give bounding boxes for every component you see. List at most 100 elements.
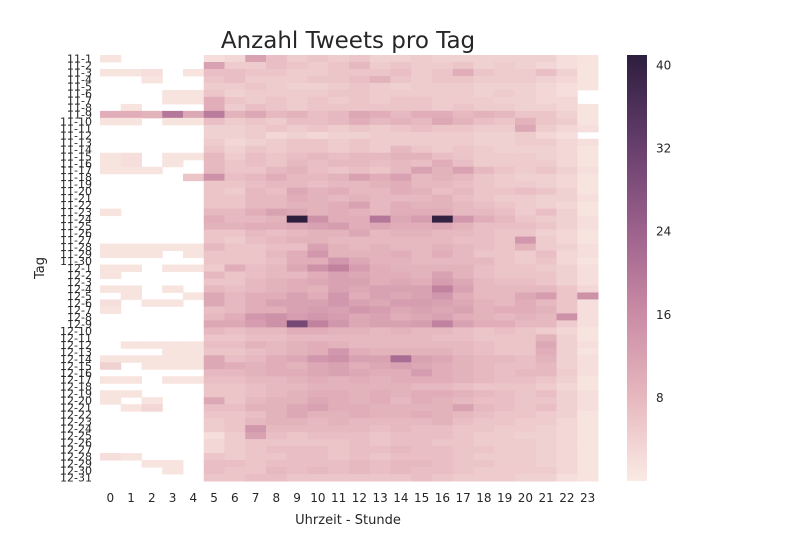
heatmap-cell [494,432,516,440]
heatmap-cell [535,453,557,461]
heatmap-cell [328,96,350,105]
heatmap-cell [224,82,246,91]
heatmap-cell [390,341,412,349]
heatmap-cell [266,348,288,356]
heatmap-cell [307,250,329,259]
heatmap-cell [307,187,329,196]
heatmap-cell [432,173,454,182]
heatmap-cell [452,271,474,279]
heatmap-cell [224,138,246,147]
heatmap-cell [494,264,516,272]
heatmap-cell [556,55,578,63]
heatmap-cell [432,292,454,300]
heatmap-cell [452,82,474,91]
heatmap-cell [286,390,308,398]
heatmap-cell [452,362,474,370]
heatmap-cell [369,278,391,286]
heatmap-cell [224,250,246,259]
heatmap-cell [286,271,308,279]
heatmap-cell [535,215,557,224]
heatmap-cell [432,271,454,279]
heatmap-cell [266,103,288,112]
heatmap-cell [432,320,454,328]
heatmap-cell [245,236,267,245]
heatmap-cell [100,355,122,363]
heatmap-cell [411,320,433,328]
heatmap-cell [203,250,225,259]
heatmap-cell [411,390,433,398]
heatmap-cell [245,215,267,224]
heatmap-cell [224,418,246,426]
heatmap-cell [203,390,225,398]
heatmap-cell [286,208,308,217]
heatmap-cell [535,103,557,112]
heatmap-cell [452,397,474,405]
heatmap-cell [390,432,412,440]
heatmap-cell [328,474,350,482]
heatmap-cell [515,453,537,461]
heatmap-cell [349,418,371,426]
heatmap-cell [203,369,225,377]
heatmap-cell [535,404,557,412]
heatmap-cell [245,327,267,335]
heatmap-cell [141,110,163,119]
heatmap-cell [328,397,350,405]
heatmap-cell [432,397,454,405]
heatmap-cell [473,110,495,119]
heatmap-cell [245,474,267,482]
heatmap-cell [286,187,308,196]
heatmap-cell [203,110,225,119]
heatmap-cell [203,404,225,412]
heatmap-cell [286,103,308,112]
heatmap-cell [224,131,246,140]
heatmap-cell [369,117,391,126]
heatmap-cell [452,55,474,63]
heatmap-cell [349,355,371,363]
heatmap-cell [452,292,474,300]
heatmap-cell [473,355,495,363]
heatmap-cell [100,376,122,384]
heatmap-cell [286,243,308,252]
heatmap-cell [328,68,350,77]
heatmap-cell [307,425,329,433]
heatmap-cell [203,61,225,70]
heatmap-cell [224,110,246,119]
heatmap-cell [452,124,474,133]
heatmap-cell [411,187,433,196]
heatmap-cell [203,222,225,231]
heatmap-cell [141,341,163,349]
heatmap-cell [203,145,225,154]
heatmap-cell [369,397,391,405]
heatmap-cell [577,474,599,482]
heatmap-cell [307,453,329,461]
heatmap-cell [369,61,391,70]
heatmap-cell [266,278,288,286]
heatmap-cell [411,250,433,259]
heatmap-cell [203,320,225,328]
heatmap-cell [245,145,267,154]
heatmap-cell [286,446,308,454]
heatmap-cell [245,180,267,189]
heatmap-cell [515,355,537,363]
heatmap-cell [411,236,433,245]
heatmap-cell [577,68,599,77]
heatmap-cell [494,187,516,196]
heatmap-cell [349,75,371,84]
heatmap-cell [556,201,578,210]
heatmap-cell [266,264,288,272]
heatmap-cell [203,439,225,447]
heatmap-cell [577,467,599,475]
heatmap-cell [224,173,246,182]
heatmap-cell [494,411,516,419]
heatmap-cell [452,173,474,182]
heatmap-cell [515,82,537,91]
heatmap-cell [286,55,308,63]
heatmap-cell [162,152,184,161]
heatmap-cell [286,348,308,356]
heatmap-cell [224,222,246,231]
heatmap-cell [328,264,350,272]
heatmap-cell [494,397,516,405]
heatmap-cell [432,243,454,252]
heatmap-cell [266,61,288,70]
heatmap-cell [328,376,350,384]
